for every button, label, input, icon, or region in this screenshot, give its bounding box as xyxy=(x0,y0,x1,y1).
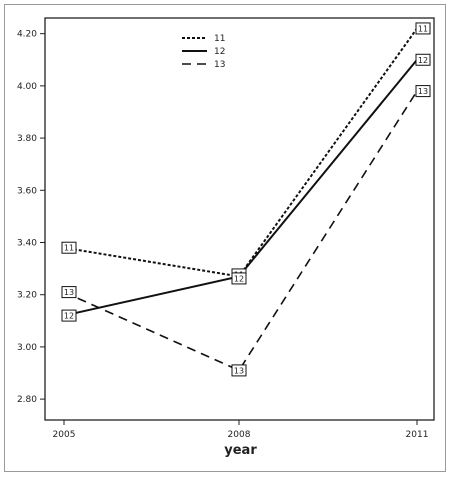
point-label: 11 xyxy=(64,244,74,253)
point-label: 12 xyxy=(234,274,244,283)
y-tick-label: 3.20 xyxy=(17,291,37,301)
y-tick-label: 3.40 xyxy=(17,238,37,248)
x-axis: 2005 2008 2011 xyxy=(53,420,429,440)
point-marker-13: 13 xyxy=(415,85,431,98)
series-lines xyxy=(63,27,418,372)
point-labels: 11 11 11 12 12 12 13 13 13 xyxy=(61,22,431,377)
point-marker-12: 12 xyxy=(415,53,431,66)
y-tick-label: 4.00 xyxy=(17,82,37,92)
point-marker-13: 13 xyxy=(61,286,77,299)
legend-entry-13: 13 xyxy=(182,60,225,70)
x-axis-title: year xyxy=(224,443,257,458)
legend-label: 11 xyxy=(214,34,225,44)
y-tick-label: 3.00 xyxy=(17,343,37,353)
plot-area xyxy=(44,17,435,421)
series-line-11 xyxy=(63,27,418,278)
y-axis: 2.80 3.00 3.20 3.40 3.60 3.80 4.00 4.20 xyxy=(17,30,45,405)
y-tick-label: 2.80 xyxy=(17,395,37,405)
point-label: 13 xyxy=(418,87,428,96)
chart-frame xyxy=(4,4,446,472)
point-label: 13 xyxy=(64,288,74,297)
point-marker-11: 11 xyxy=(61,241,77,254)
point-label: 12 xyxy=(418,56,428,65)
series-line-13 xyxy=(63,90,418,372)
point-label: 12 xyxy=(64,312,74,321)
legend-entry-12: 12 xyxy=(182,47,225,57)
point-marker-11: 11 xyxy=(415,22,431,35)
point-marker-12: 12 xyxy=(61,309,77,322)
y-tick-label: 3.60 xyxy=(17,186,37,196)
point-label: 11 xyxy=(418,24,428,33)
legend-entry-11: 11 xyxy=(182,34,225,44)
y-tick-label: 3.80 xyxy=(17,134,37,144)
point-marker-13: 13 xyxy=(231,364,247,377)
point-label: 13 xyxy=(234,366,244,375)
x-tick-label: 2008 xyxy=(228,430,251,440)
legend-label: 12 xyxy=(214,47,225,57)
legend: 11 12 13 xyxy=(182,34,225,70)
x-tick-label: 2005 xyxy=(53,430,76,440)
point-marker-12: 12 xyxy=(231,272,247,285)
legend-label: 13 xyxy=(214,60,225,70)
x-tick-label: 2011 xyxy=(406,430,429,440)
y-tick-label: 4.20 xyxy=(17,30,37,40)
